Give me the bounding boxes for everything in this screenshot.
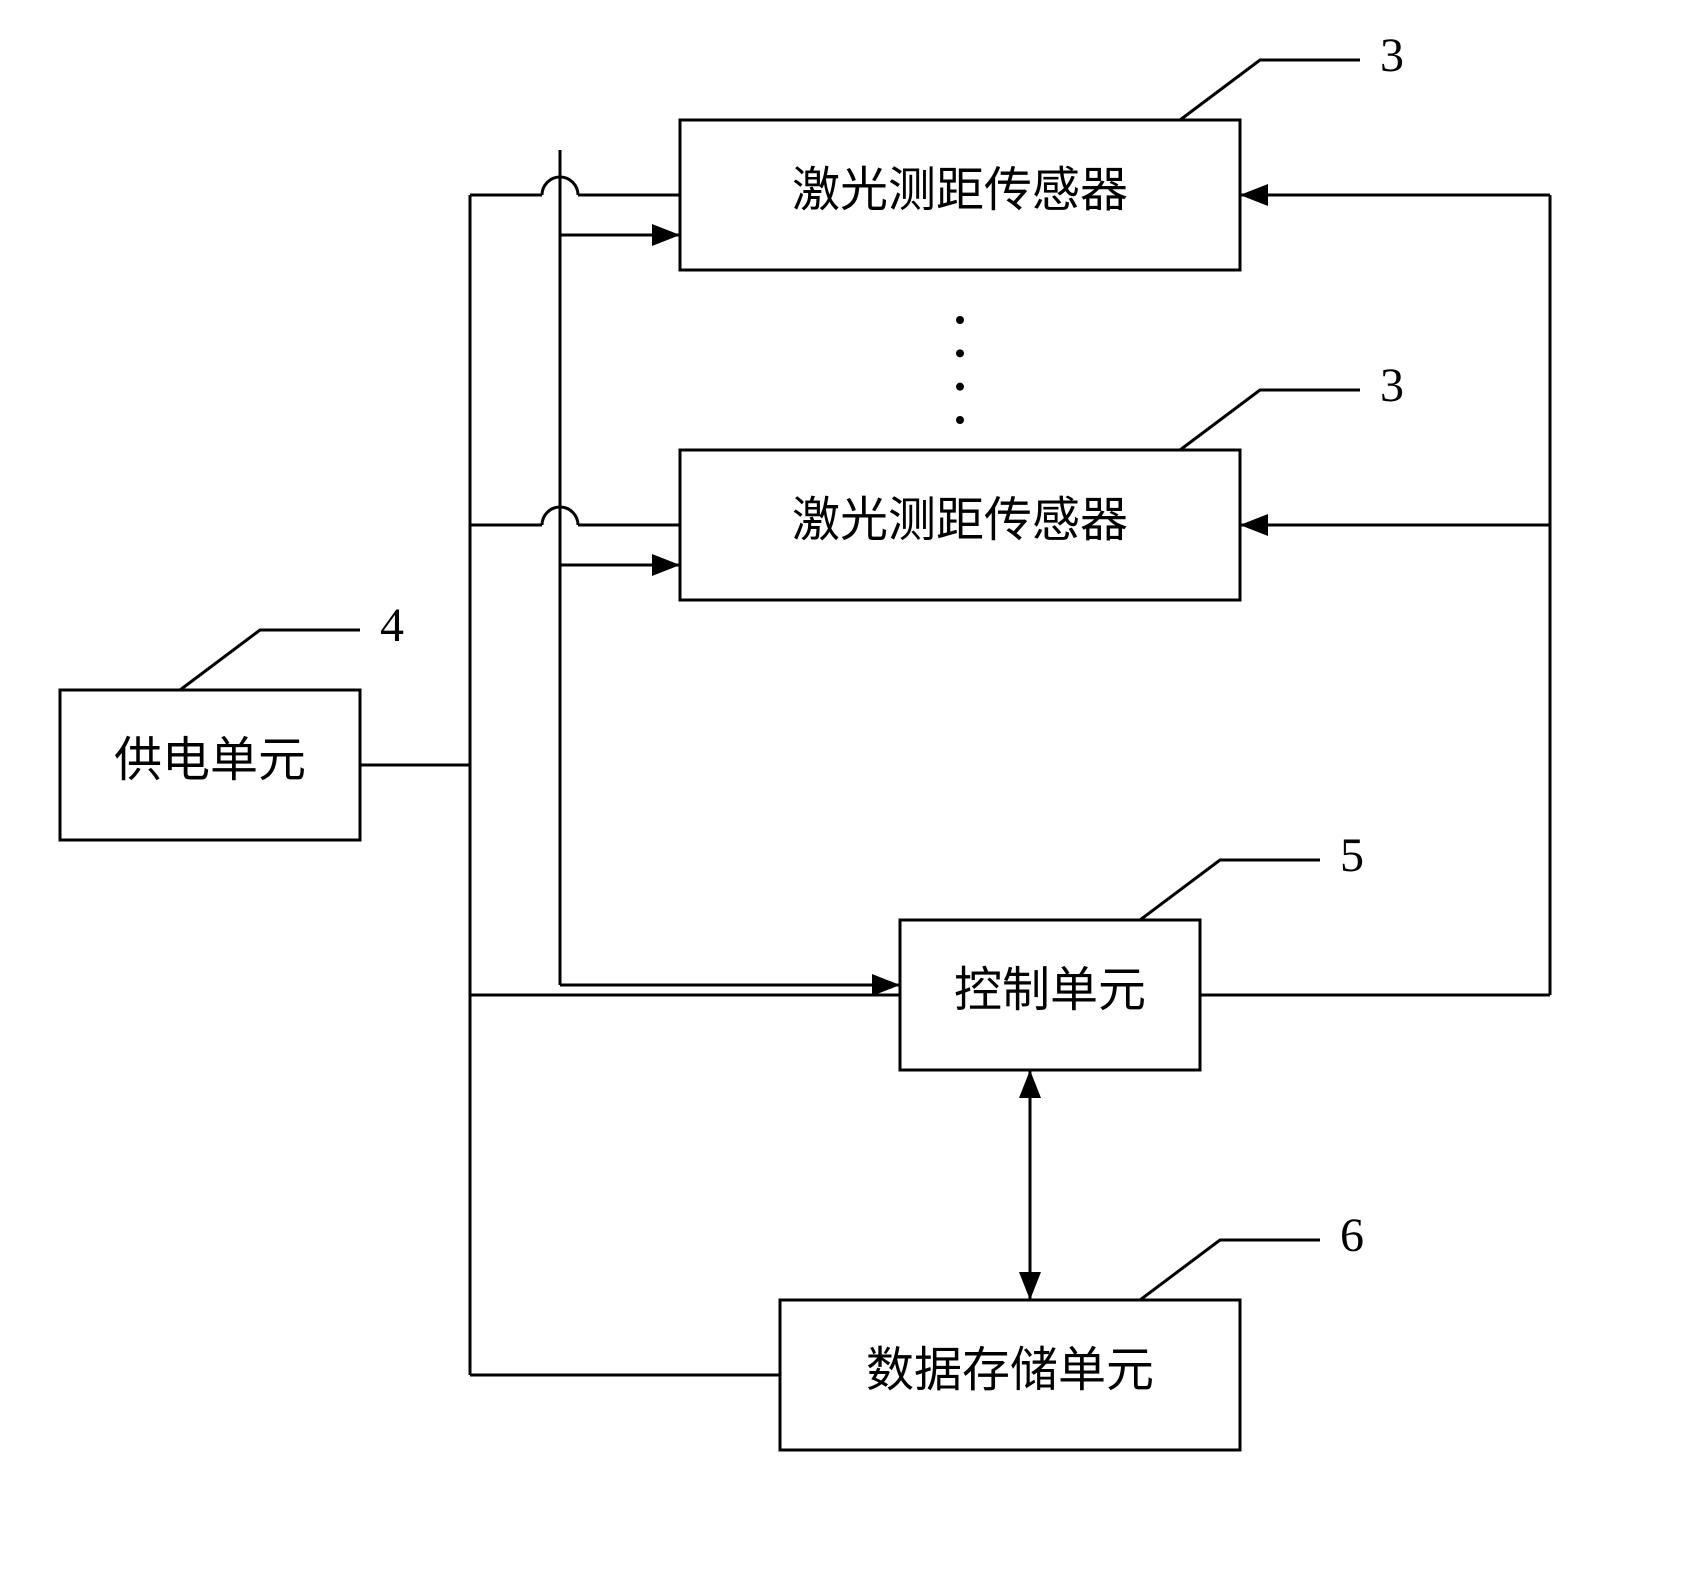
ellipsis-dot <box>956 383 964 391</box>
block-sensor1: 激光测距传感器 <box>680 120 1240 270</box>
ref-num-power: 4 <box>380 599 404 652</box>
ref-num-sensor2: 3 <box>1380 359 1404 412</box>
ellipsis-dot <box>956 416 964 424</box>
block-control: 控制单元 <box>900 920 1200 1070</box>
ref-num-control: 5 <box>1340 829 1364 882</box>
block-label-sensor2: 激光测距传感器 <box>792 494 1128 547</box>
block-power: 供电单元 <box>60 690 360 840</box>
ref-num-sensor1: 3 <box>1380 29 1404 82</box>
ellipsis-dot <box>956 316 964 324</box>
ref-num-storage: 6 <box>1340 1209 1364 1262</box>
block-label-sensor1: 激光测距传感器 <box>792 164 1128 217</box>
block-label-power: 供电单元 <box>114 734 306 787</box>
block-sensor2: 激光测距传感器 <box>680 450 1240 600</box>
block-storage: 数据存储单元 <box>780 1300 1240 1450</box>
ellipsis-dot <box>956 349 964 357</box>
block-label-storage: 数据存储单元 <box>866 1344 1154 1397</box>
block-label-control: 控制单元 <box>954 964 1146 1017</box>
